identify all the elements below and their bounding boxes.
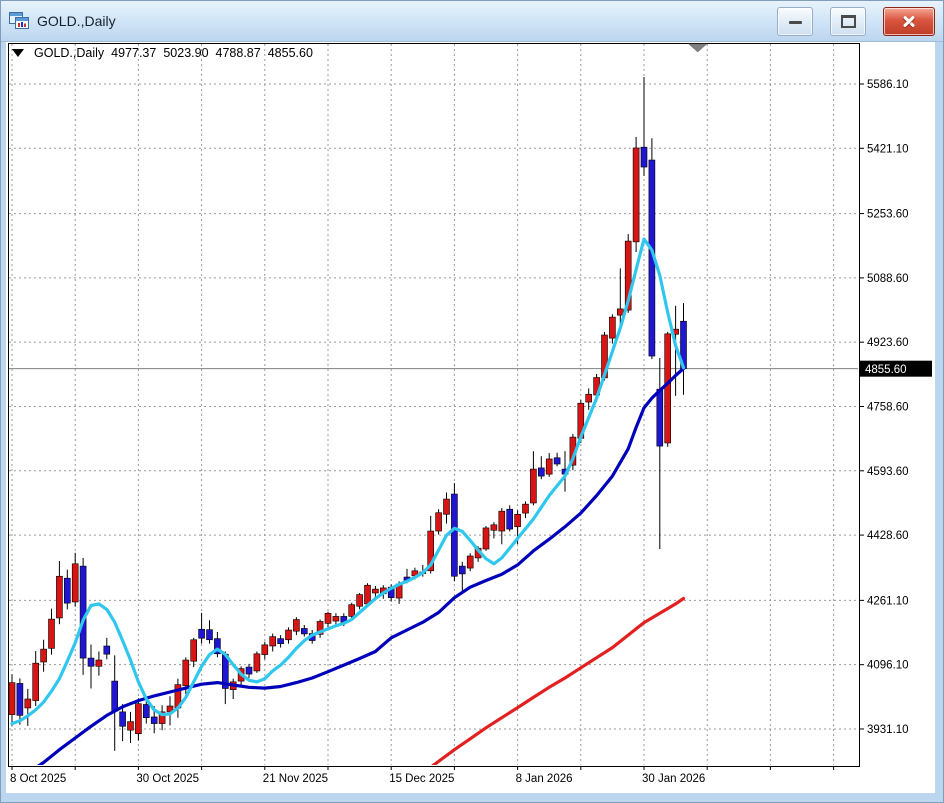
title-bar[interactable]: GOLD.,Daily bbox=[1, 1, 943, 42]
svg-text:5253.60: 5253.60 bbox=[867, 209, 909, 221]
svg-text:4593.60: 4593.60 bbox=[867, 466, 909, 478]
header-open: 4977.37 bbox=[111, 46, 157, 60]
price-axis[interactable] bbox=[859, 43, 935, 766]
chart-window-icon bbox=[9, 12, 29, 30]
svg-text:4428.60: 4428.60 bbox=[867, 530, 909, 542]
minimize-icon bbox=[788, 21, 802, 24]
maximize-button[interactable] bbox=[830, 7, 866, 36]
time-axis[interactable] bbox=[9, 766, 859, 793]
header-high: 5023.90 bbox=[163, 46, 209, 60]
svg-text:5421.10: 5421.10 bbox=[867, 143, 909, 155]
svg-text:4855.60: 4855.60 bbox=[865, 364, 907, 376]
header-close: 4855.60 bbox=[267, 46, 313, 60]
chevron-down-icon bbox=[12, 49, 24, 57]
minimize-button[interactable] bbox=[777, 7, 813, 36]
close-icon bbox=[901, 14, 917, 30]
svg-text:8 Oct 2025: 8 Oct 2025 bbox=[10, 773, 66, 785]
svg-text:21 Nov 2025: 21 Nov 2025 bbox=[263, 773, 328, 785]
maximize-icon bbox=[840, 15, 856, 28]
svg-text:5586.10: 5586.10 bbox=[867, 79, 909, 91]
svg-text:4758.60: 4758.60 bbox=[867, 401, 909, 413]
header-symbol-period: GOLD.,Daily bbox=[34, 46, 105, 60]
window-title: GOLD.,Daily bbox=[37, 13, 116, 29]
svg-text:3931.10: 3931.10 bbox=[867, 724, 909, 736]
svg-text:30 Oct 2025: 30 Oct 2025 bbox=[136, 773, 199, 785]
svg-text:5088.60: 5088.60 bbox=[867, 273, 909, 285]
close-button[interactable] bbox=[883, 7, 935, 36]
svg-text:4261.10: 4261.10 bbox=[867, 595, 909, 607]
svg-text:15 Dec 2025: 15 Dec 2025 bbox=[389, 773, 454, 785]
svg-text:8 Jan 2026: 8 Jan 2026 bbox=[516, 773, 573, 785]
ohlc-header: GOLD.,Daily 4977.37 5023.90 4788.87 4855… bbox=[12, 46, 313, 60]
svg-text:4096.10: 4096.10 bbox=[867, 660, 909, 672]
svg-text:4923.60: 4923.60 bbox=[867, 337, 909, 349]
header-low: 4788.87 bbox=[215, 46, 261, 60]
svg-text:30 Jan 2026: 30 Jan 2026 bbox=[642, 773, 705, 785]
